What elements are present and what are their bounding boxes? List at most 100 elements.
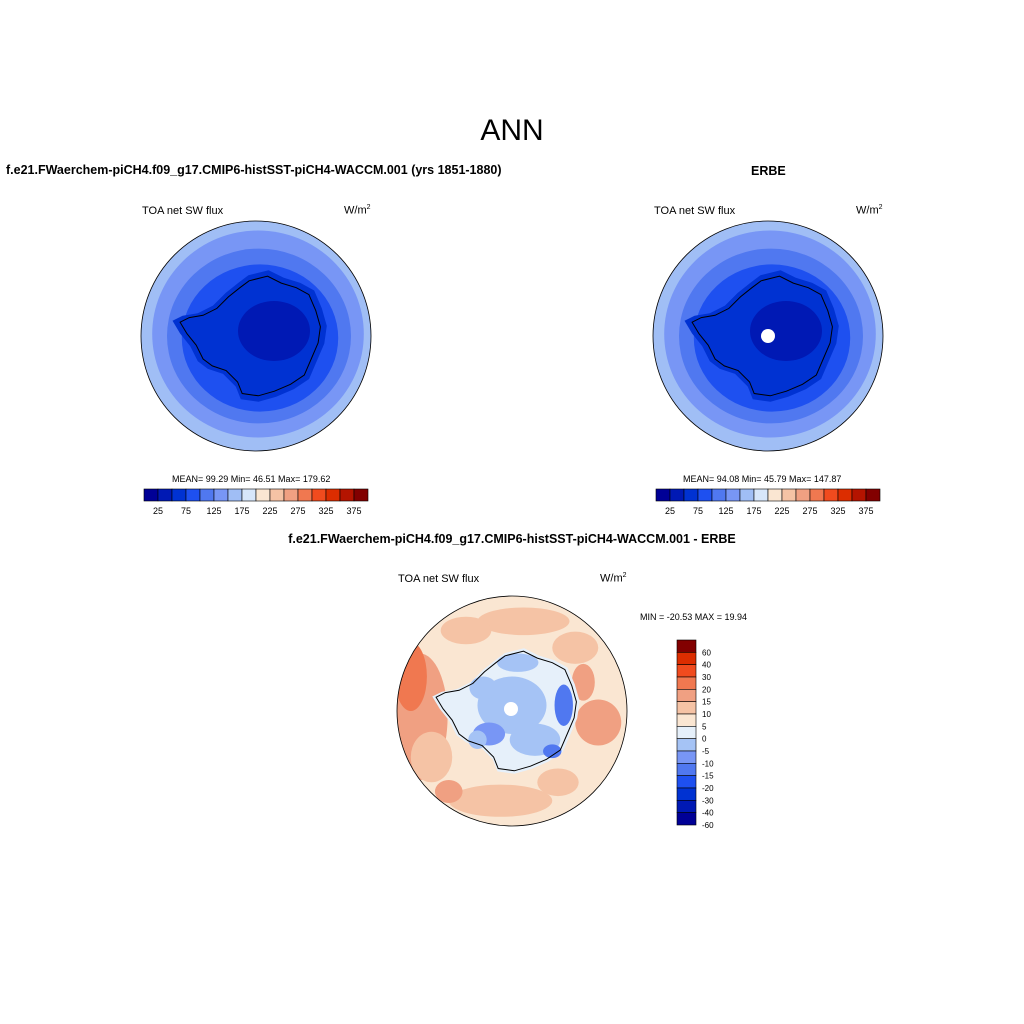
model-colorbar-box <box>255 488 271 502</box>
diff-colorbar-tick: -5 <box>702 747 710 756</box>
obs-map <box>652 220 884 452</box>
diff-colorbar-tick: 15 <box>702 698 711 707</box>
obs-colorbar-tick: 125 <box>718 506 733 516</box>
obs-colorbar-tick: 375 <box>858 506 873 516</box>
obs-colorbar-box <box>725 488 741 502</box>
obs-colorbar: 25 75 125 175 225 275 325 375 <box>655 488 881 516</box>
main-title: ANN <box>480 114 544 147</box>
diff-colorbar-tick: 0 <box>702 735 707 744</box>
obs-units-label: W/m2 <box>856 204 883 217</box>
diff-colorbar-tick: -30 <box>702 796 714 805</box>
model-colorbar-tick: 325 <box>318 506 333 516</box>
model-plateau <box>238 301 310 361</box>
diff-panel-title: f.e21.FWaerchem-piCH4.f09_g17.CMIP6-hist… <box>288 532 736 546</box>
diff-colorbar-box <box>676 713 697 727</box>
obs-colorbar-tick: 75 <box>693 506 703 516</box>
model-colorbar-tick: 125 <box>206 506 221 516</box>
model-colorbar-box <box>213 488 229 502</box>
diff-anomaly-8 <box>537 768 579 797</box>
model-colorbar-box <box>185 488 201 502</box>
obs-colorbar-box <box>739 488 755 502</box>
obs-colorbar-tick: 225 <box>774 506 789 516</box>
diff-colorbar-box <box>676 664 697 678</box>
obs-missing-data <box>761 329 775 343</box>
model-colorbar-tick: 375 <box>346 506 361 516</box>
diff-colorbar-tick: -15 <box>702 772 714 781</box>
obs-panel-title: ERBE <box>751 164 786 178</box>
diff-colorbar-box <box>676 750 697 764</box>
diff-map <box>396 595 628 827</box>
obs-colorbar-tick: 275 <box>802 506 817 516</box>
diff-anomaly-7 <box>440 616 492 645</box>
diff-anomaly-4 <box>477 607 570 636</box>
model-colorbar-tick: 275 <box>290 506 305 516</box>
model-colorbar-box <box>269 488 285 502</box>
model-variable-label: TOA net SW flux <box>142 205 224 217</box>
model-panel-title: f.e21.FWaerchem-piCH4.f09_g17.CMIP6-hist… <box>6 163 502 177</box>
obs-colorbar-box <box>711 488 727 502</box>
diff-colorbar-tick: 10 <box>702 710 711 719</box>
obs-colorbar-tick: 175 <box>746 506 761 516</box>
diff-colorbar-tick: -10 <box>702 759 714 768</box>
diff-colorbar-tick: -60 <box>702 821 714 830</box>
model-colorbar-box <box>283 488 299 502</box>
model-stats: MEAN= 99.29 Min= 46.51 Max= 179.62 <box>172 474 331 484</box>
model-coastline <box>179 275 321 397</box>
diff-colorbar-tick: 60 <box>702 648 711 657</box>
model-map <box>140 220 372 452</box>
diff-anomaly-10 <box>434 780 463 803</box>
diff-colorbar-box <box>676 676 697 690</box>
model-colorbar-box <box>143 488 159 502</box>
model-colorbar-box <box>157 488 173 502</box>
obs-colorbar-tick: 25 <box>665 506 675 516</box>
diff-coastline <box>435 650 577 772</box>
diff-colorbar-tick: 30 <box>702 673 711 682</box>
obs-colorbar-box <box>697 488 713 502</box>
model-colorbar-tick: 225 <box>262 506 277 516</box>
diff-stats: MIN = -20.53 MAX = 19.94 <box>640 612 748 622</box>
obs-colorbar-box <box>781 488 797 502</box>
diff-colorbar-tick: 5 <box>702 722 707 731</box>
model-units-label: W/m2 <box>344 204 371 217</box>
diff-cold-anomaly-4 <box>497 653 539 672</box>
diff-anomaly-1 <box>397 642 427 711</box>
diff-colorbar-box <box>676 726 697 739</box>
diff-anomaly-5 <box>448 784 553 817</box>
diff-anomaly-9 <box>571 663 595 701</box>
diff-cold-anomaly-6 <box>543 744 562 759</box>
diff-colorbar-box <box>676 701 697 715</box>
obs-colorbar-box <box>865 488 881 502</box>
obs-colorbar-box <box>851 488 867 502</box>
diff-anomaly-2 <box>410 731 453 783</box>
obs-coastline <box>691 275 833 397</box>
obs-colorbar-box <box>753 488 769 502</box>
diff-colorbar-box <box>676 775 697 789</box>
diff-colorbar-box <box>676 800 697 813</box>
model-map-border <box>140 220 372 452</box>
model-colorbar-box <box>325 488 341 502</box>
model-colorbar-box <box>171 488 187 502</box>
diff-colorbar-tick: -20 <box>702 784 714 793</box>
model-colorbar-box <box>353 488 369 502</box>
diff-colorbar-tick: 40 <box>702 661 711 670</box>
diff-anomaly-3 <box>575 699 622 746</box>
obs-colorbar-box <box>767 488 783 502</box>
obs-variable-label: TOA net SW flux <box>654 205 736 217</box>
obs-map-border <box>652 220 884 452</box>
diff-colorbar-box <box>676 787 697 801</box>
obs-colorbar-box <box>823 488 839 502</box>
diff-colorbar-box <box>676 738 697 752</box>
diff-cold-anomaly-3 <box>554 684 573 726</box>
model-colorbar-box <box>227 488 243 502</box>
model-colorbar-box <box>297 488 313 502</box>
model-colorbar-box <box>339 488 355 502</box>
model-colorbar: 25 75 125 175 225 275 325 375 <box>143 488 369 516</box>
diff-missing-data <box>504 702 518 716</box>
diff-colorbar-tick: 20 <box>702 685 711 694</box>
diff-anomaly-6 <box>552 631 599 664</box>
diff-colorbar-box <box>676 812 697 826</box>
obs-colorbar-box <box>809 488 825 502</box>
diff-colorbar-box <box>676 763 697 776</box>
model-colorbar-box <box>241 488 257 502</box>
